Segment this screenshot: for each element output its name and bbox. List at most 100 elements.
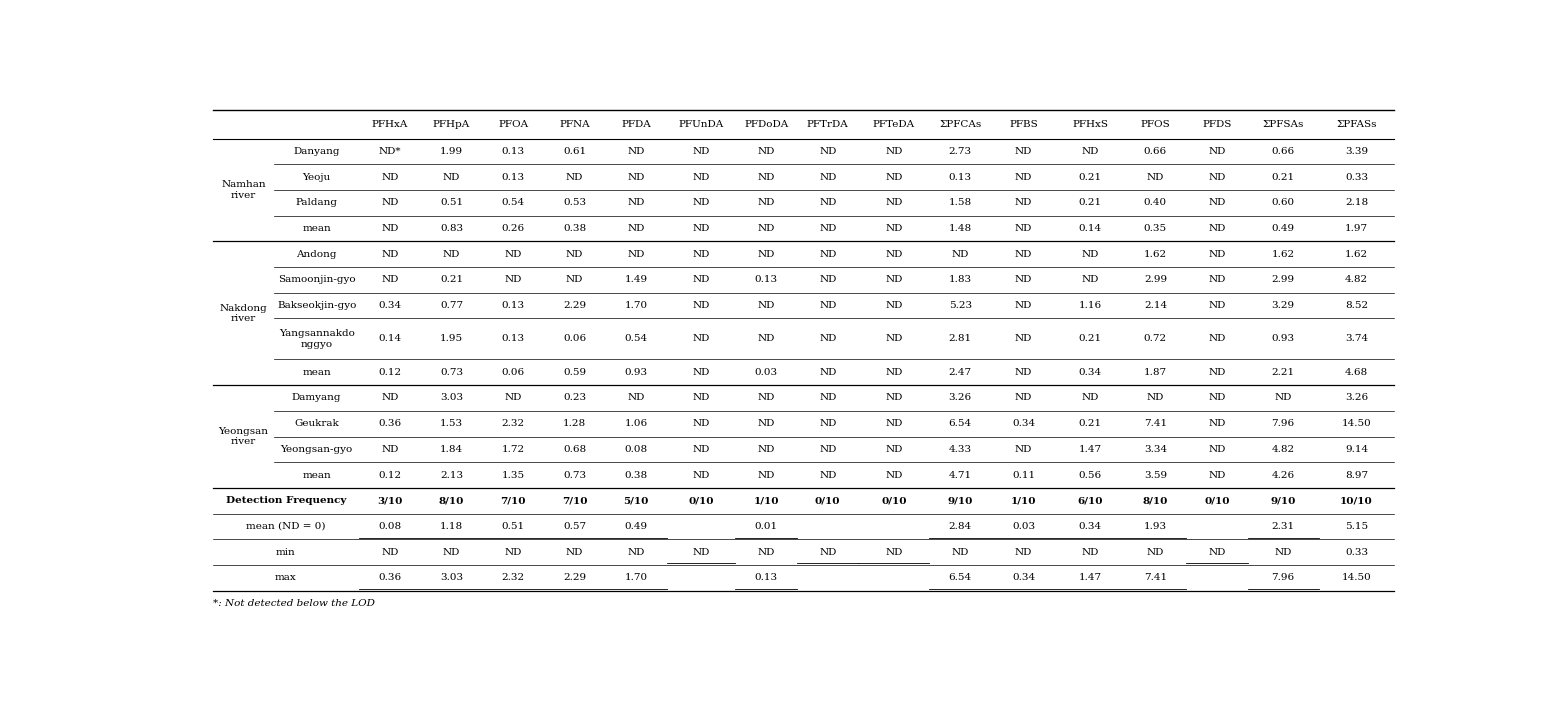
Text: ND: ND bbox=[818, 173, 837, 182]
Text: 5.15: 5.15 bbox=[1344, 522, 1368, 531]
Text: 2.32: 2.32 bbox=[501, 573, 524, 583]
Text: 0.34: 0.34 bbox=[1011, 419, 1035, 429]
Text: ND: ND bbox=[818, 445, 837, 454]
Text: ND: ND bbox=[1209, 471, 1226, 480]
Text: PFHxS: PFHxS bbox=[1072, 120, 1108, 129]
Text: 0.56: 0.56 bbox=[1078, 471, 1102, 480]
Text: 1.99: 1.99 bbox=[440, 147, 464, 156]
Text: 7/10: 7/10 bbox=[501, 496, 526, 506]
Text: ND: ND bbox=[692, 334, 710, 344]
Text: ND: ND bbox=[1081, 394, 1099, 402]
Text: ND: ND bbox=[692, 368, 710, 376]
Text: ND: ND bbox=[885, 548, 902, 557]
Text: ND: ND bbox=[818, 419, 837, 429]
Text: 8/10: 8/10 bbox=[439, 496, 464, 506]
Text: PFTeDA: PFTeDA bbox=[873, 120, 915, 129]
Text: ND: ND bbox=[758, 301, 775, 310]
Text: ND: ND bbox=[1209, 224, 1226, 233]
Text: 1.58: 1.58 bbox=[949, 198, 972, 207]
Text: ND: ND bbox=[758, 419, 775, 429]
Text: ND: ND bbox=[443, 173, 461, 182]
Text: PFHxA: PFHxA bbox=[372, 120, 408, 129]
Text: ND: ND bbox=[885, 301, 902, 310]
Text: 0.21: 0.21 bbox=[1271, 173, 1295, 182]
Text: ND: ND bbox=[627, 394, 644, 402]
Text: 2.73: 2.73 bbox=[949, 147, 972, 156]
Text: Andong: Andong bbox=[297, 250, 338, 259]
Text: 0.40: 0.40 bbox=[1144, 198, 1167, 207]
Text: ND: ND bbox=[885, 419, 902, 429]
Text: 0.59: 0.59 bbox=[563, 368, 587, 376]
Text: ND: ND bbox=[692, 275, 710, 284]
Text: 1.83: 1.83 bbox=[949, 275, 972, 284]
Text: ND: ND bbox=[818, 548, 837, 557]
Text: ND: ND bbox=[692, 394, 710, 402]
Text: PFOS: PFOS bbox=[1141, 120, 1170, 129]
Text: Danyang: Danyang bbox=[294, 147, 339, 156]
Text: ND: ND bbox=[818, 147, 837, 156]
Text: 1.06: 1.06 bbox=[624, 419, 647, 429]
Text: mean: mean bbox=[302, 368, 331, 376]
Text: 0.21: 0.21 bbox=[1078, 173, 1102, 182]
Text: 5.23: 5.23 bbox=[949, 301, 972, 310]
Text: ND: ND bbox=[381, 224, 398, 233]
Text: 3.74: 3.74 bbox=[1344, 334, 1368, 344]
Text: 0.60: 0.60 bbox=[1271, 198, 1295, 207]
Text: 2.99: 2.99 bbox=[1271, 275, 1295, 284]
Text: Namhan
river: Namhan river bbox=[221, 180, 266, 200]
Text: 0.66: 0.66 bbox=[1144, 147, 1167, 156]
Text: 1.53: 1.53 bbox=[440, 419, 464, 429]
Text: 3.29: 3.29 bbox=[1271, 301, 1295, 310]
Text: ND: ND bbox=[1015, 147, 1032, 156]
Text: ND: ND bbox=[1081, 548, 1099, 557]
Text: ND: ND bbox=[381, 275, 398, 284]
Text: 2.29: 2.29 bbox=[563, 573, 587, 583]
Text: 0.38: 0.38 bbox=[624, 471, 647, 480]
Text: PFDA: PFDA bbox=[621, 120, 650, 129]
Text: 1.49: 1.49 bbox=[624, 275, 647, 284]
Text: 1.72: 1.72 bbox=[501, 445, 524, 454]
Text: ND: ND bbox=[692, 147, 710, 156]
Text: ND: ND bbox=[692, 471, 710, 480]
Text: 0.34: 0.34 bbox=[1078, 522, 1102, 531]
Text: 0.12: 0.12 bbox=[378, 368, 401, 376]
Text: 2.21: 2.21 bbox=[1271, 368, 1295, 376]
Text: 0.33: 0.33 bbox=[1344, 548, 1368, 557]
Text: ND: ND bbox=[1081, 147, 1099, 156]
Text: 1.47: 1.47 bbox=[1078, 445, 1102, 454]
Text: 0.51: 0.51 bbox=[440, 198, 464, 207]
Text: 3.26: 3.26 bbox=[1344, 394, 1368, 402]
Text: 0.21: 0.21 bbox=[1078, 334, 1102, 344]
Text: ND: ND bbox=[381, 548, 398, 557]
Text: ND: ND bbox=[443, 250, 461, 259]
Text: ND: ND bbox=[381, 173, 398, 182]
Text: PFHpA: PFHpA bbox=[433, 120, 470, 129]
Text: ND: ND bbox=[627, 147, 644, 156]
Text: 0.61: 0.61 bbox=[563, 147, 587, 156]
Text: ND: ND bbox=[885, 471, 902, 480]
Text: ND: ND bbox=[885, 394, 902, 402]
Text: 8.52: 8.52 bbox=[1344, 301, 1368, 310]
Text: ND: ND bbox=[692, 419, 710, 429]
Text: ND: ND bbox=[885, 334, 902, 344]
Text: 0.13: 0.13 bbox=[501, 334, 524, 344]
Text: ND: ND bbox=[504, 394, 521, 402]
Text: ND: ND bbox=[1081, 250, 1099, 259]
Text: 2.29: 2.29 bbox=[563, 301, 587, 310]
Text: ND: ND bbox=[692, 198, 710, 207]
Text: ND: ND bbox=[885, 275, 902, 284]
Text: 0.13: 0.13 bbox=[501, 147, 524, 156]
Text: 0/10: 0/10 bbox=[881, 496, 907, 506]
Text: 0.73: 0.73 bbox=[563, 471, 587, 480]
Text: PFDS: PFDS bbox=[1203, 120, 1232, 129]
Text: Detection Frequency: Detection Frequency bbox=[226, 496, 345, 506]
Text: 0/10: 0/10 bbox=[688, 496, 714, 506]
Text: 1.62: 1.62 bbox=[1144, 250, 1167, 259]
Text: 4.68: 4.68 bbox=[1344, 368, 1368, 376]
Text: ND: ND bbox=[1274, 394, 1291, 402]
Text: Yeongsan
river: Yeongsan river bbox=[218, 427, 268, 446]
Text: Samoonjin-gyo: Samoonjin-gyo bbox=[279, 275, 355, 284]
Text: 1.18: 1.18 bbox=[440, 522, 464, 531]
Text: 0.11: 0.11 bbox=[1011, 471, 1035, 480]
Text: 0.34: 0.34 bbox=[378, 301, 401, 310]
